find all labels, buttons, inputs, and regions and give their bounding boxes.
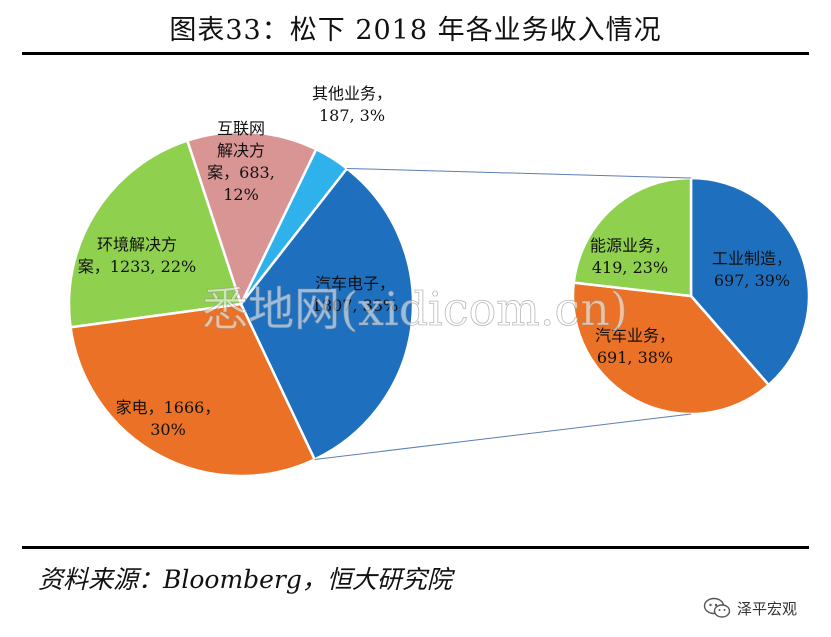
main-pie-label-1: 家电，1666， 30% bbox=[116, 398, 221, 439]
bottom-rule bbox=[22, 546, 809, 549]
top-rule bbox=[22, 52, 809, 55]
sub-pie-label-1: 汽车业务， 691, 38% bbox=[595, 326, 675, 367]
connector-line-top bbox=[346, 167, 692, 179]
sub-pie-label-0: 工业制造， 697, 39% bbox=[712, 249, 792, 290]
sub-pie-slice-1 bbox=[571, 281, 771, 416]
sub-pie bbox=[571, 176, 811, 416]
sub-pie-slice-0 bbox=[689, 176, 811, 387]
chart-title: 图表33：松下 2018 年各业务收入情况 bbox=[169, 15, 662, 46]
main-pie-slice-0 bbox=[239, 166, 415, 462]
connector-lines bbox=[314, 167, 692, 460]
main-pie-label-0: 汽车电子， 1807, 33% bbox=[312, 274, 398, 315]
main-pie-slice-4 bbox=[239, 147, 349, 305]
main-pie-label-4: 其他业务， 187, 3% bbox=[312, 84, 392, 125]
main-pie-slice-3 bbox=[185, 130, 318, 308]
sub-pie-slice-2 bbox=[572, 176, 693, 298]
brand-name: 泽平宏观 bbox=[736, 599, 797, 618]
source-note: 资料来源：Bloomberg，恒大研究院 bbox=[38, 565, 452, 594]
wechat-icon bbox=[703, 597, 731, 618]
main-pie-label-3: 互联网解决方案，683, 12% bbox=[207, 119, 275, 204]
main-pie-slice-1 bbox=[69, 302, 317, 478]
watermark-text: 悉地网(xidicom.cn) bbox=[202, 282, 628, 336]
sub-pie-label-2: 能源业务， 419, 23% bbox=[590, 236, 670, 277]
main-pie-slice-2 bbox=[67, 138, 243, 329]
brand-badge: 泽平宏观 bbox=[703, 597, 797, 619]
main-pie bbox=[67, 130, 415, 478]
connector-line-bottom bbox=[314, 413, 692, 460]
slice-labels: 汽车电子， 1807, 33% 家电，1666， 30% 环境解决方案，1233, 22… bbox=[78, 84, 792, 439]
main-pie-label-2: 环境解决方案，1233, 22% bbox=[78, 235, 196, 276]
